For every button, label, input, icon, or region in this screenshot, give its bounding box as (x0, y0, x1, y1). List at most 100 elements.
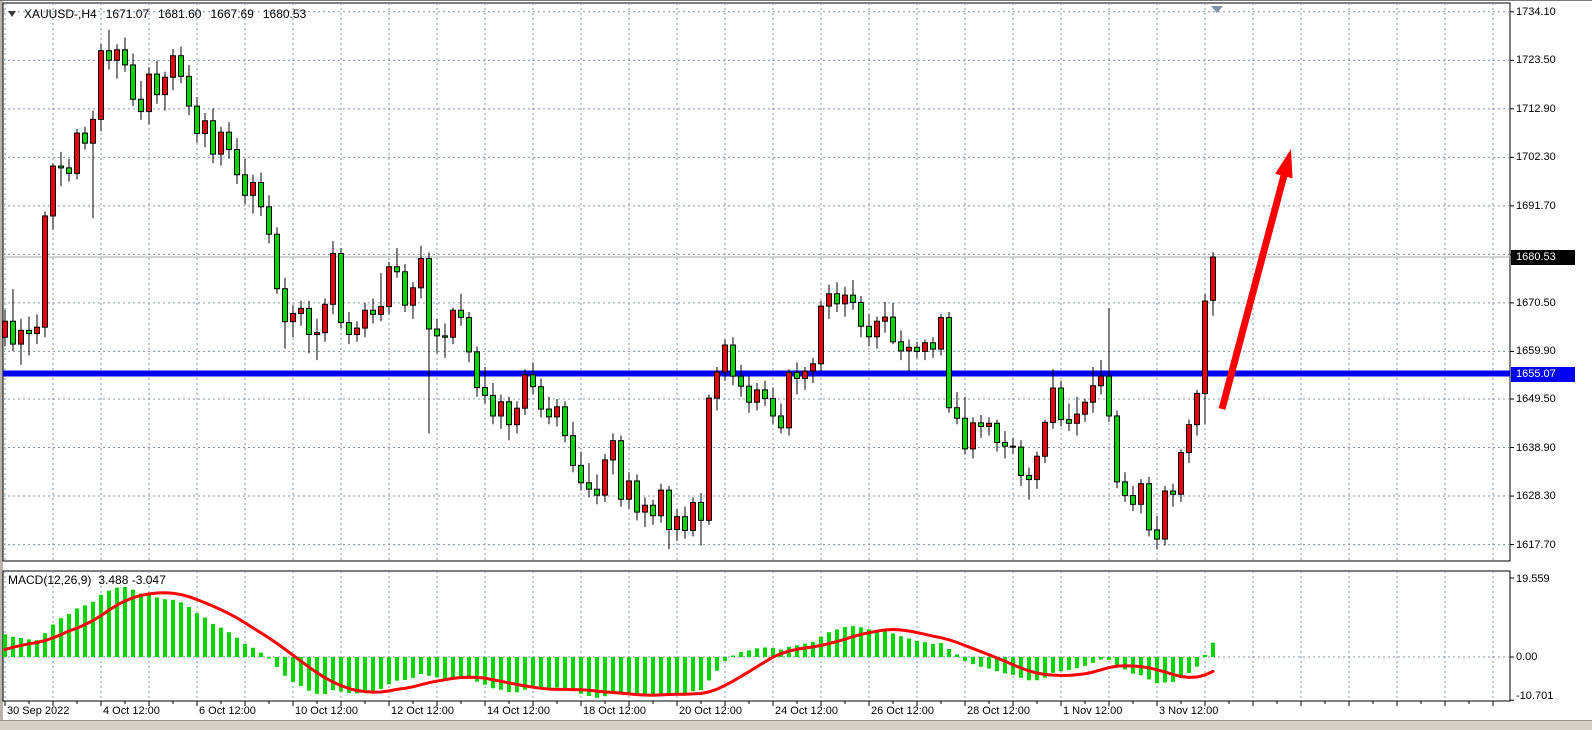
time-axis-label: 18 Oct 12:00 (583, 705, 646, 717)
candle-body-up (34, 326, 40, 335)
candle-body-down (1130, 495, 1136, 505)
candle-body-down (1122, 481, 1128, 497)
macd-histogram-bar (891, 633, 895, 657)
macd-histogram-bar (355, 657, 359, 694)
macd-histogram-bar (571, 657, 575, 692)
macd-histogram-bar (691, 657, 695, 692)
candle-body-up (1042, 421, 1048, 457)
macd-histogram-bar (955, 654, 959, 657)
candle-body-up (314, 332, 320, 335)
macd-pane[interactable] (2, 570, 1511, 702)
candle-body-down (10, 320, 16, 345)
macd-histogram-bar (643, 657, 647, 696)
candle-body-up (362, 309, 368, 329)
macd-histogram-bar (1163, 657, 1167, 683)
candle-body-down (570, 435, 576, 466)
candle-body-down (402, 271, 408, 306)
window-left-edge (0, 1, 3, 720)
candle-body-down (266, 206, 272, 235)
macd-histogram-bar (1171, 657, 1175, 682)
macd-histogram-bar (59, 618, 63, 657)
macd-histogram-bar (363, 657, 367, 692)
macd-histogram-bar (283, 657, 287, 676)
candle-body-up (874, 320, 880, 338)
macd-histogram-bar (499, 657, 503, 690)
candle-body-down (954, 407, 960, 419)
candle-body-up (498, 401, 504, 417)
candle-body-up (202, 120, 208, 135)
price-axis-label: 1723.50 (1516, 54, 1556, 67)
candle-body-down (338, 252, 344, 324)
candle-body-down (858, 301, 864, 327)
candle-body-down (426, 258, 432, 330)
macd-histogram-bar (1027, 657, 1031, 681)
macd-histogram-bar (27, 639, 31, 657)
macd-histogram-bar (347, 657, 351, 694)
trend-arrow-head-icon[interactable] (1275, 149, 1293, 179)
candle-body-down (994, 422, 1000, 444)
macd-histogram-bar (163, 599, 167, 657)
macd-histogram-bar (307, 657, 311, 691)
candle-body-up (722, 344, 728, 373)
macd-histogram-bar (123, 586, 127, 657)
candle-body-down (562, 406, 568, 437)
candle-body-down (978, 422, 984, 427)
candle-body-up (450, 309, 456, 338)
candle-body-down (154, 73, 160, 96)
candle-body-down (194, 105, 200, 135)
candle-body-down (890, 316, 896, 343)
chart-header: XAUUSD-,H4 1671.07 1681.60 1667.69 1680.… (8, 6, 306, 22)
macd-histogram-bar (195, 613, 199, 657)
macd-histogram-bar (459, 657, 463, 677)
trend-arrow-shaft[interactable] (1218, 169, 1289, 410)
price-axis-label: 1617.70 (1516, 538, 1556, 551)
candle-body-down (850, 294, 856, 303)
macd-histogram-bar (435, 657, 439, 678)
macd-histogram-bar (883, 630, 887, 657)
candle-body-down (506, 401, 512, 426)
time-axis-label: 20 Oct 12:00 (679, 705, 742, 717)
candle-body-down (546, 408, 552, 418)
candle-body-up (842, 294, 848, 305)
macd-histogram-bar (907, 638, 911, 657)
macd-histogram-bar (475, 657, 479, 682)
candle-body-up (218, 131, 224, 155)
chart-menu-caret-icon[interactable] (8, 11, 16, 17)
macd-histogram-bar (1099, 657, 1103, 660)
candle-body-down (226, 131, 232, 151)
macd-histogram-bar (811, 642, 815, 657)
candle-body-up (938, 317, 944, 350)
price-axis-label: 1649.50 (1516, 393, 1556, 406)
candle-body-down (834, 293, 840, 305)
macd-histogram-bar (947, 649, 951, 657)
candle-body-up (298, 307, 304, 314)
time-axis-label: 24 Oct 12:00 (775, 705, 838, 717)
candle-body-down (586, 482, 592, 490)
macd-histogram-bar (267, 657, 271, 659)
macd-histogram-bar (731, 655, 735, 657)
candle-body-up (1050, 387, 1056, 423)
macd-histogram-bar (1203, 654, 1207, 657)
main-pane[interactable] (2, 2, 1511, 562)
macd-histogram-bar (19, 638, 23, 657)
candle-body-down (898, 341, 904, 352)
candle-body-up (50, 165, 56, 217)
macd-histogram-bar (411, 657, 415, 678)
macd-histogram-bar (155, 597, 159, 657)
macd-histogram-bar (611, 657, 615, 694)
candle-body-up (170, 55, 176, 78)
macd-histogram-bar (51, 624, 55, 657)
bar-close-value: 1680.53 (262, 7, 307, 21)
chart-shift-marker-icon[interactable] (1211, 6, 1223, 13)
macd-histogram-bar (219, 627, 223, 657)
candle-body-down (578, 464, 584, 484)
candle-body-up (714, 371, 720, 399)
candle-body-up (18, 329, 24, 345)
candle-body-up (98, 50, 104, 120)
macd-histogram-bar (715, 657, 719, 671)
macd-histogram-bar (291, 657, 295, 682)
macd-histogram-bar (491, 657, 495, 689)
macd-histogram-bar (99, 594, 103, 657)
candle-body-up (1082, 401, 1088, 415)
